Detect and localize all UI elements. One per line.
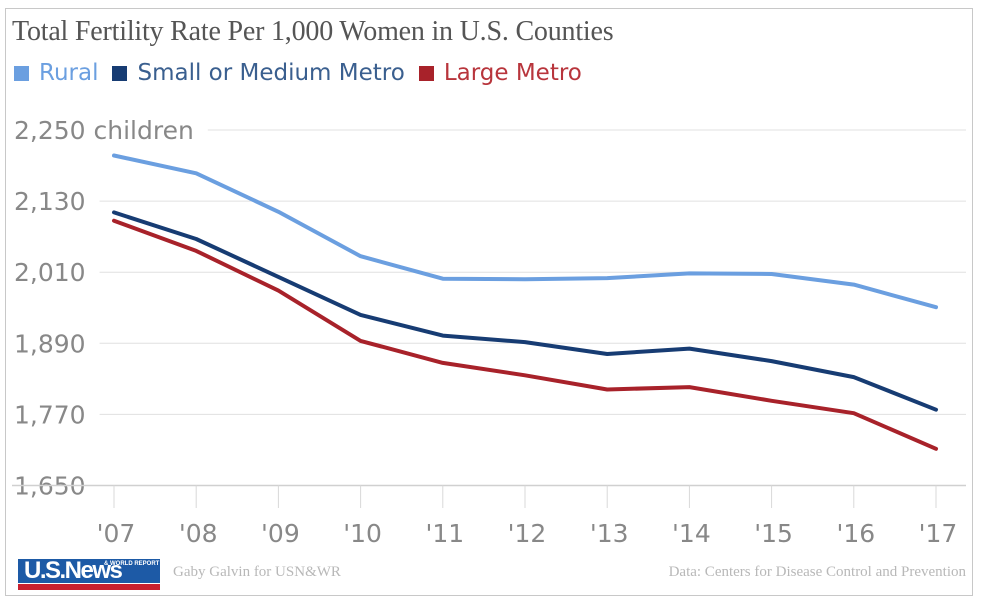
legend-swatch-rural	[14, 65, 29, 81]
legend-label-large-metro: Large Metro	[443, 60, 582, 86]
x-tick-label: '13	[590, 519, 629, 548]
legend-item-rural: Rural	[14, 60, 98, 86]
usnews-logo: U.S.News & WORLD REPORT	[18, 557, 160, 590]
x-tick-label: '10	[343, 519, 382, 548]
x-tick-label: '16	[836, 519, 875, 548]
author-credit: Gaby Galvin for USN&WR	[173, 564, 341, 580]
x-tick-label: '14	[672, 519, 711, 548]
data-source: Data: Centers for Disease Control and Pr…	[668, 564, 966, 580]
y-tick-label: 2,250 children	[14, 116, 194, 145]
logo-text: U.S.News	[24, 557, 123, 584]
x-tick-label: '15	[754, 519, 793, 548]
legend-label-rural: Rural	[39, 60, 99, 86]
legend: Rural Small or Medium Metro Large Metro	[14, 60, 596, 86]
legend-swatch-large-metro	[418, 65, 434, 81]
y-tick-label: 1,890	[14, 329, 86, 358]
logo-subtext: & WORLD REPORT	[104, 561, 160, 567]
y-tick-label: 1,770	[14, 400, 86, 429]
legend-label-small-medium-metro: Small or Medium Metro	[137, 60, 405, 86]
y-tick-label: 2,130	[14, 187, 86, 216]
x-tick-label: '12	[508, 519, 547, 548]
chart-frame	[5, 8, 973, 596]
x-tick-label: '07	[97, 519, 136, 548]
x-axis: '07 '08 '09 '10 '11 '12 '13 '14 '15 '16 '17	[97, 485, 958, 548]
series-layer	[112, 153, 938, 451]
legend-swatch-small-medium-metro	[112, 65, 128, 81]
legend-item-small-medium-metro: Small or Medium Metro	[112, 60, 405, 86]
x-tick-label: '11	[425, 519, 464, 548]
chart-title: Total Fertility Rate Per 1,000 Women in …	[12, 16, 614, 47]
x-tick-label: '08	[179, 519, 218, 548]
series-line-rural	[112, 153, 938, 310]
x-tick-label: '09	[261, 519, 300, 548]
legend-item-large-metro: Large Metro	[418, 60, 582, 86]
y-tick-label: 2,010	[14, 258, 86, 287]
x-tick-label: '17	[919, 519, 958, 548]
series-line-small-medium-metro	[112, 210, 938, 412]
